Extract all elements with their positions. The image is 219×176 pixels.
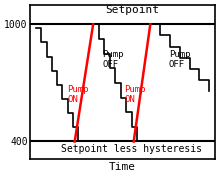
Text: Pump
OFF: Pump OFF [102, 50, 124, 69]
Text: Setpoint less hysteresis: Setpoint less hysteresis [61, 144, 202, 154]
Text: Pump
ON: Pump ON [124, 85, 146, 104]
Text: Pump
ON: Pump ON [67, 85, 89, 104]
X-axis label: Time: Time [109, 162, 136, 172]
Text: Setpoint: Setpoint [105, 5, 159, 15]
Text: Pump
OFF: Pump OFF [169, 50, 190, 69]
